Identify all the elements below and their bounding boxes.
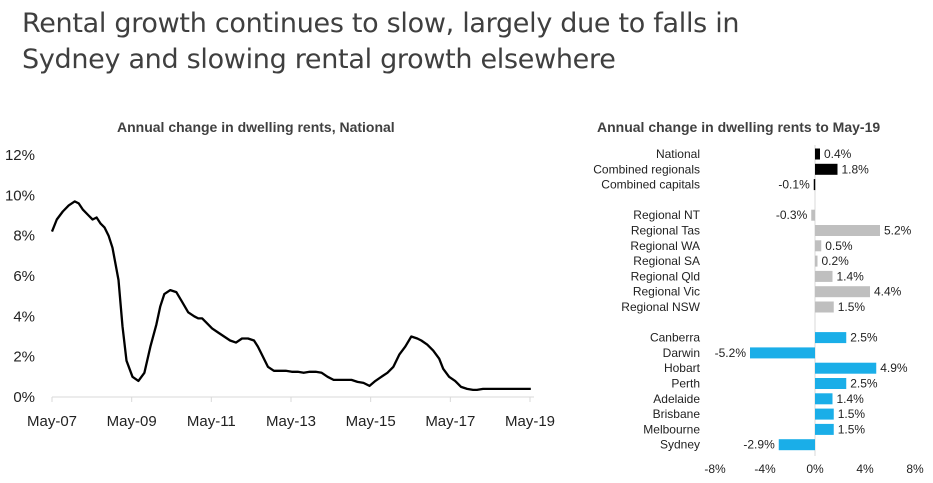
bar [815,270,833,282]
category-label: Regional WA [630,239,700,253]
x-tick-label: -8% [704,462,726,476]
category-label: Perth [671,377,700,391]
y-tick-label: 8% [13,228,35,245]
x-tick-label: May-11 [187,413,236,430]
bar [815,286,870,298]
bar [815,225,880,236]
x-tick-label: May-13 [266,413,316,430]
x-tick-label: May-19 [505,413,555,430]
data-label: 4.9% [880,361,908,375]
bar [815,240,822,252]
category-label: Regional Vic [633,285,700,299]
data-label: 0.4% [824,147,852,161]
bar [815,393,833,405]
data-label: 2.5% [850,331,878,345]
headline-line-2: Sydney and slowing rental growth elsewhe… [22,44,616,75]
bar-chart-title: Annual change in dwelling rents to May-1… [597,119,881,135]
category-label: Brisbane [653,407,701,421]
bar [815,378,847,389]
category-label: Canberra [650,331,700,345]
data-label: 0.5% [825,239,853,253]
y-tick-label: 2% [13,349,35,366]
data-label: 4.4% [874,285,902,299]
data-label: 1.4% [837,392,865,406]
x-tick-label: May-17 [425,413,475,430]
data-label: 1.4% [837,269,865,283]
category-label: Regional NSW [621,300,700,314]
data-label: -0.3% [776,208,808,222]
category-label: Combined capitals [601,178,700,192]
y-tick-label: 0% [13,389,35,406]
series-line-national [50,200,531,392]
line-chart-title: Annual change in dwelling rents, Nationa… [117,119,395,135]
category-label: Regional SA [633,254,700,268]
category-label: Regional Qld [631,269,700,283]
y-tick-label: 12% [5,147,35,164]
category-label: Hobart [664,361,701,375]
data-label: 1.8% [842,162,870,176]
bar [750,347,815,359]
bar [815,408,834,420]
category-label: Regional Tas [631,224,700,238]
bar [815,255,818,267]
bar [815,332,847,344]
data-label: 1.5% [838,422,866,436]
y-tick-label: 4% [13,308,35,325]
bar [815,148,820,160]
data-label: -2.9% [743,438,775,452]
category-label: Regional NT [633,208,700,222]
category-label: Melbourne [643,422,700,436]
bar [778,439,815,451]
x-tick-label: May-15 [346,413,396,430]
bar [815,163,838,175]
bar [815,362,877,374]
category-label: Sydney [660,438,700,452]
data-label: 1.5% [838,407,866,421]
x-tick-label: May-09 [107,413,157,430]
data-label: 5.2% [884,224,912,238]
y-tick-label: 10% [5,187,35,204]
category-label: Darwin [663,346,700,360]
data-label: -0.1% [778,178,810,192]
x-tick-label: May-07 [27,413,77,430]
data-label: -5.2% [715,346,747,360]
bar-chart: National 0.4% Combined regionals 1.8% Combin… [593,145,924,476]
data-label: 2.5% [850,377,878,391]
page-headline: Rental growth continues to slow, largely… [22,6,740,78]
headline-line-1: Rental growth continues to slow, largely… [22,8,740,39]
x-tick-label: 4% [856,462,874,476]
bar [815,423,834,435]
bar [811,209,815,221]
line-chart: 0% 2% 4% 6% 8% 10% 12% May-07 May-09 May-11 May-13… [5,147,555,430]
data-label: 1.5% [838,300,866,314]
x-tick-label: -4% [754,462,776,476]
category-label: National [656,147,700,161]
data-label: 0.2% [822,254,850,268]
x-tick-label: 8% [906,462,924,476]
category-label: Combined regionals [593,162,700,176]
y-tick-label: 6% [13,268,35,285]
bar [815,301,834,313]
bar [813,179,816,191]
category-label: Adelaide [653,392,700,406]
x-tick-label: 0% [806,462,824,476]
